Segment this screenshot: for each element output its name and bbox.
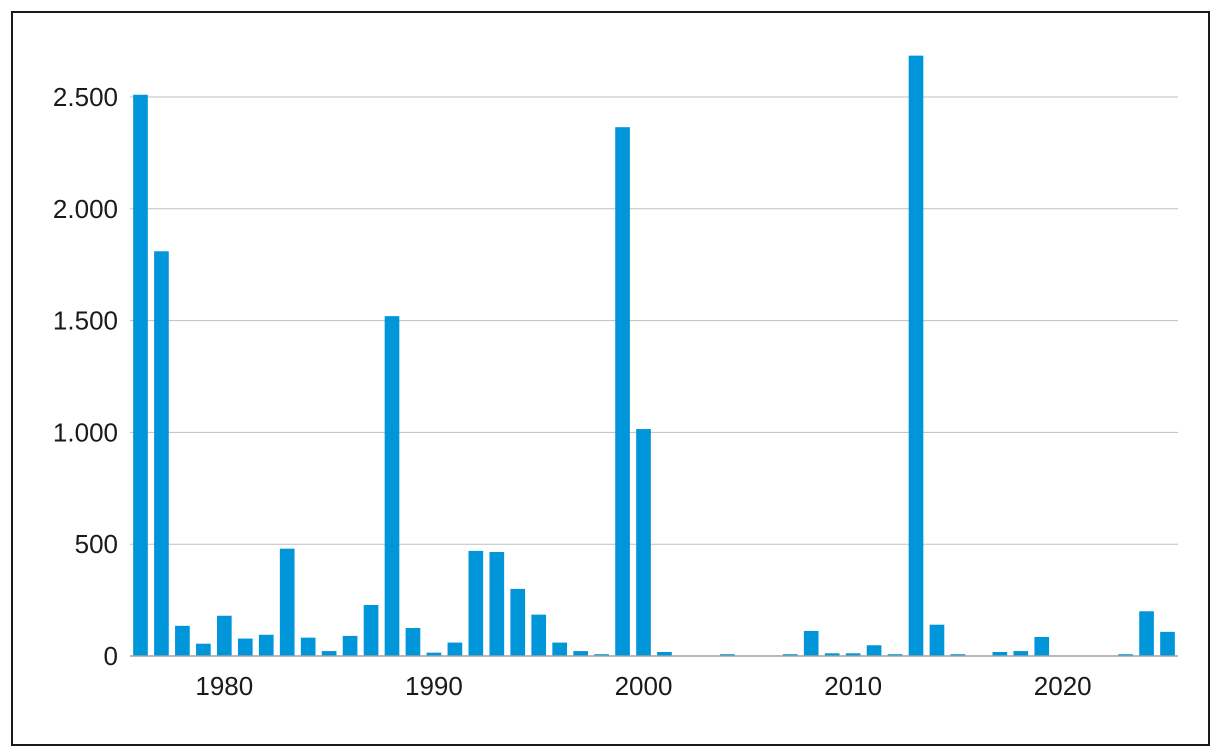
- bar: [300, 637, 316, 656]
- bar: [636, 429, 651, 656]
- bar: [929, 624, 945, 656]
- x-tick-label: 1990: [405, 671, 463, 701]
- bar: [154, 251, 169, 656]
- bar: [552, 642, 568, 656]
- y-tick-label: 1.000: [53, 417, 118, 447]
- bar: [426, 652, 442, 656]
- bar: [1160, 631, 1175, 656]
- bar: [887, 654, 903, 656]
- bar: [447, 642, 463, 656]
- bar: [824, 653, 840, 656]
- bar: [1118, 654, 1133, 656]
- bar: [363, 605, 379, 656]
- x-tick-label: 2000: [615, 671, 673, 701]
- chart-frame: [11, 11, 1210, 746]
- bar: [321, 651, 337, 656]
- bar: [845, 653, 861, 656]
- bar: [175, 625, 190, 656]
- y-tick-label: 2.000: [53, 194, 118, 224]
- bar: [803, 630, 819, 656]
- bar: [531, 614, 547, 656]
- bar: [510, 588, 526, 656]
- bar: [196, 643, 211, 656]
- bar: [866, 645, 882, 656]
- bar: [992, 651, 1008, 656]
- bar: [573, 651, 588, 656]
- bar: [908, 55, 924, 657]
- x-tick-label: 2020: [1034, 671, 1092, 701]
- y-tick-label: 500: [75, 529, 118, 559]
- bar: [720, 654, 735, 656]
- bar: [405, 628, 421, 656]
- bar: [1034, 636, 1050, 656]
- bar: [237, 638, 253, 656]
- bars: [133, 55, 1175, 657]
- bar: [657, 651, 672, 656]
- x-tick-label: 2010: [824, 671, 882, 701]
- x-tick-label: 1980: [195, 671, 253, 701]
- bar: [133, 94, 148, 657]
- x-axis-tick-labels: 1980 1990 2000 2010 2020: [195, 671, 1091, 701]
- bar: [216, 615, 232, 656]
- bar: [594, 654, 609, 656]
- gridlines: [130, 96, 1178, 545]
- y-tick-label: 2.500: [53, 82, 118, 112]
- bar: [342, 635, 358, 656]
- y-axis-tick-labels: 0 500 1.000 1.500 2.000 2.500: [53, 82, 118, 671]
- bar: [615, 127, 630, 657]
- bar: [1139, 611, 1154, 656]
- bar: [384, 316, 400, 656]
- bar: [1013, 651, 1029, 656]
- bar: [950, 654, 966, 656]
- y-tick-label: 0: [104, 641, 118, 671]
- bar: [489, 552, 505, 656]
- bar: [782, 654, 798, 656]
- bar: [468, 550, 484, 656]
- bar: [279, 548, 295, 656]
- y-tick-label: 1.500: [53, 306, 118, 336]
- bar: [258, 634, 274, 656]
